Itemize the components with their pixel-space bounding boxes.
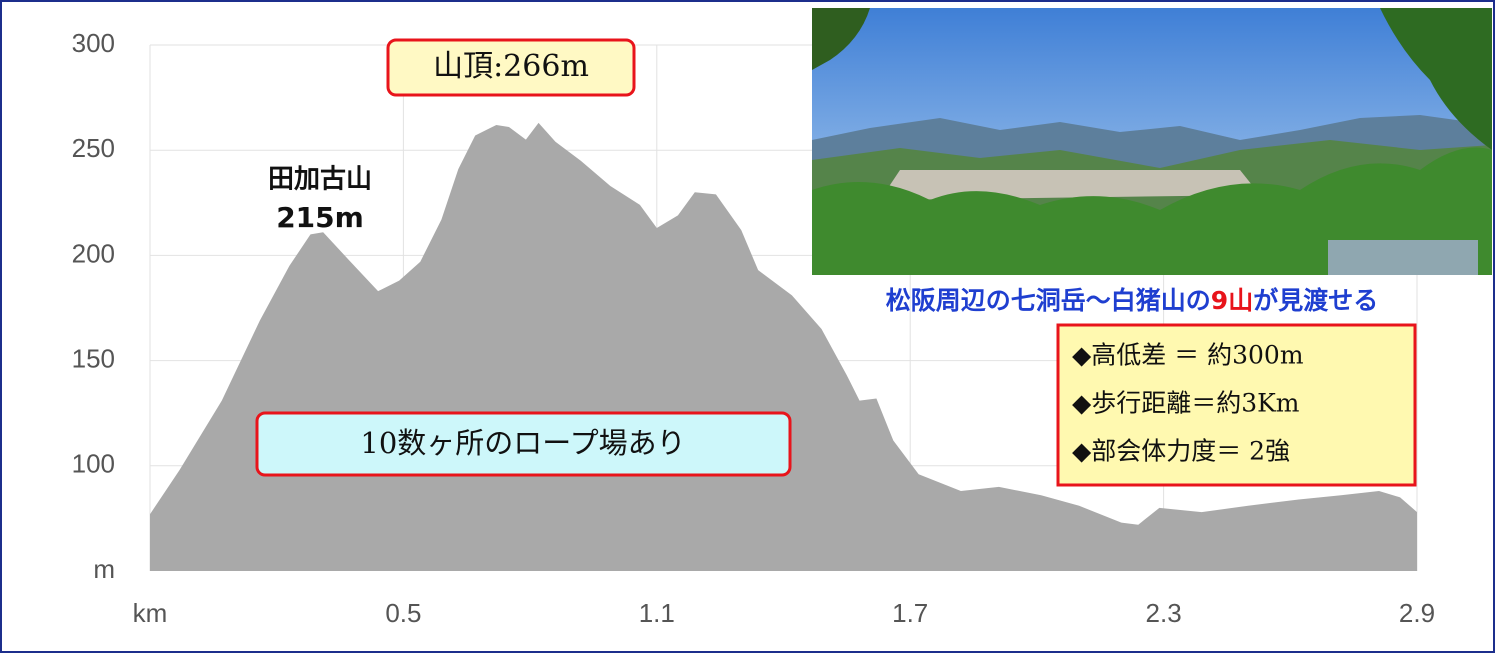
y-tick-label: 250 [72,133,115,163]
caption-part: が見渡せる [1253,286,1378,315]
summit-label: 山頂:266m [433,49,589,84]
info-line: ◆高低差 ＝ 約300m [1072,341,1304,370]
x-tick-label: 0.5 [385,598,421,628]
peak-height: 215m [276,201,364,234]
info-line: ◆部会体力度＝ 2強 [1072,437,1290,466]
x-tick-label: 2.3 [1146,598,1182,628]
x-tick-label: 1.7 [892,598,928,628]
caption-part: 松阪周辺の七洞岳～白猪山の [886,286,1211,315]
x-tick-label: 2.9 [1399,598,1435,628]
x-axis-label: km [133,598,168,628]
photo-caption: 松阪周辺の七洞岳～白猪山の9山が見渡せる [886,286,1378,315]
chart: 山頂:266m 田加古山 215m 10数ヶ所のロープ場あり 松阪周辺の七洞岳～白猪山の… [0,0,1495,653]
photo [812,8,1492,275]
y-tick-label: 200 [72,238,115,268]
y-tick-label: 100 [72,449,115,479]
x-tick-label: 1.1 [639,598,675,628]
y-tick-label: 150 [72,343,115,373]
rope-label: 10数ヶ所のロープ場あり [360,426,685,460]
peak-name: 田加古山 [268,165,372,195]
y-tick-label: 300 [72,28,115,58]
info-line: ◆歩行距離＝約3Km [1072,389,1300,418]
caption-part: 9山 [1211,286,1253,315]
y-axis-label: m [93,554,115,584]
